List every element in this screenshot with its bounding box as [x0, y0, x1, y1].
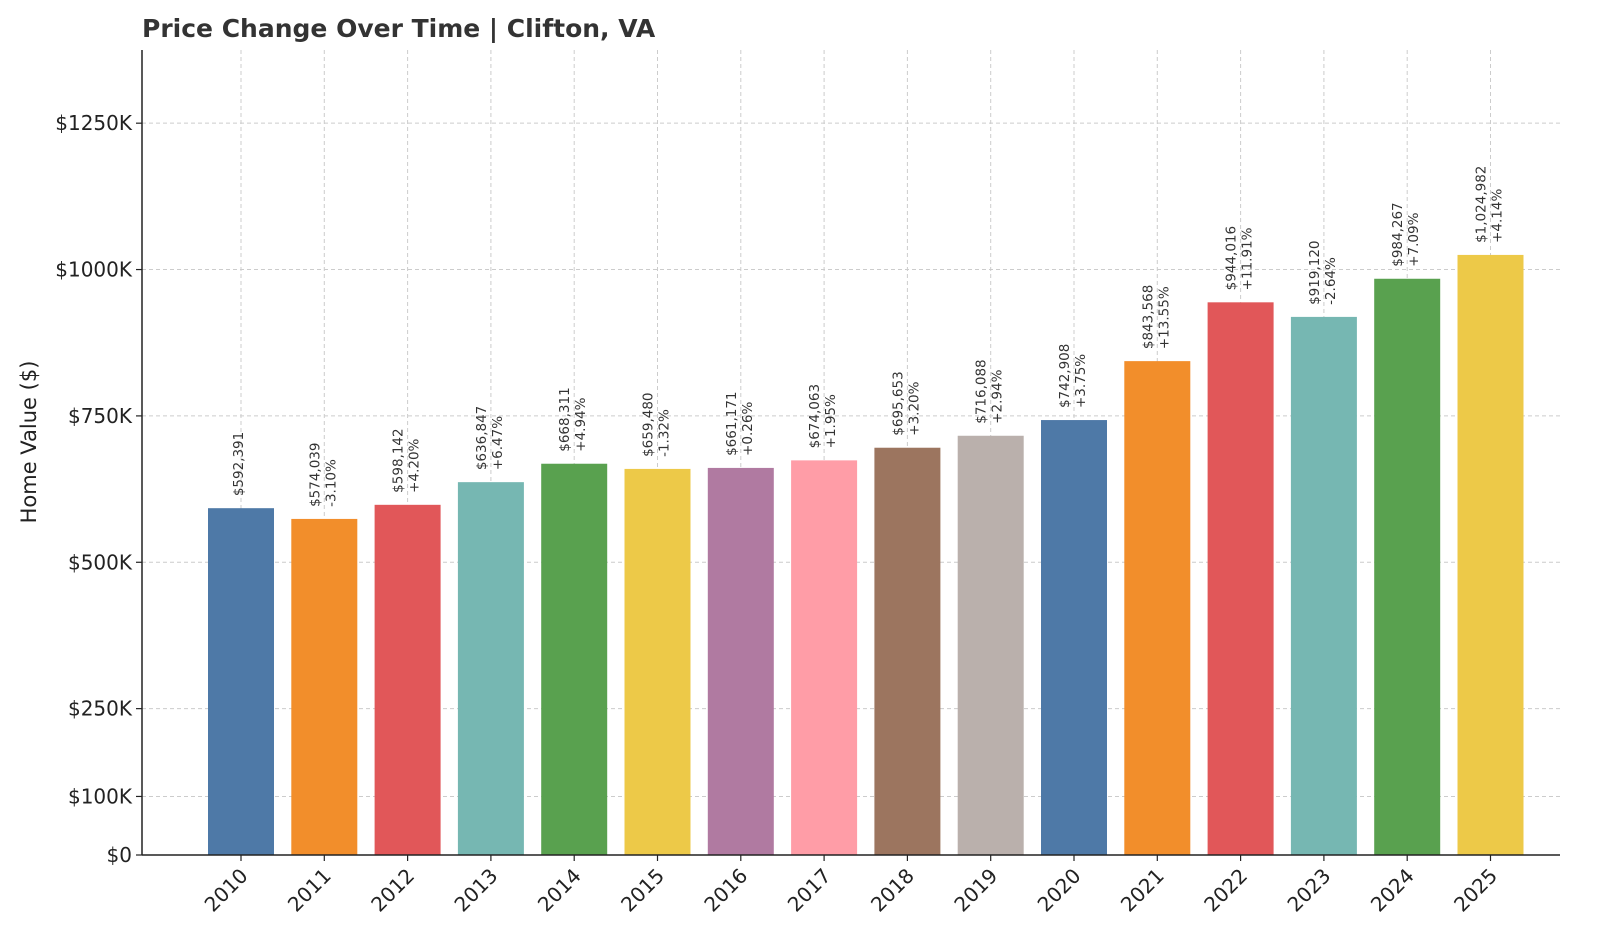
bar-change-label: +4.14%	[1490, 189, 1506, 243]
x-tick-label: 2021	[1116, 864, 1169, 917]
bar-change-label: +11.91%	[1240, 227, 1256, 290]
bar-2017	[791, 460, 858, 855]
bar-change-label: +7.09%	[1406, 212, 1422, 266]
y-tick-label: $100K	[68, 784, 133, 808]
bar-change-label: +1.95%	[823, 394, 839, 448]
bar-2016	[707, 467, 774, 855]
x-tick-label: 2012	[366, 864, 419, 917]
bar-2025	[1457, 254, 1524, 856]
x-tick-label: 2020	[1033, 864, 1086, 917]
x-tick-label: 2024	[1366, 864, 1419, 917]
bar-change-label: +3.20%	[906, 381, 922, 435]
bars	[208, 254, 1524, 856]
bar-value-label: $661,171	[724, 391, 740, 455]
x-tick-label: 2017	[783, 864, 836, 917]
x-tick-label: 2019	[949, 864, 1002, 917]
bar-labels: $592,391 $574,039 -3.10% $598,142 +4.20% $636…	[231, 166, 1506, 507]
bar-change-label: +6.47%	[490, 416, 506, 470]
y-tick-label: $250K	[68, 697, 133, 721]
bar-2018	[874, 447, 941, 855]
bar-value-label: $695,653	[890, 371, 906, 435]
bar-value-label: $674,063	[807, 384, 823, 448]
bar-value-label: $843,568	[1140, 285, 1156, 349]
bar-2014	[541, 463, 608, 855]
bar-change-label: -3.10%	[323, 459, 339, 507]
bar-2011	[291, 518, 358, 855]
bar-value-label: $636,847	[474, 406, 490, 470]
bar-2015	[624, 468, 691, 855]
bar-value-label: $984,267	[1390, 202, 1406, 266]
bar-value-label: $592,391	[231, 432, 247, 496]
bar-value-label: $668,311	[557, 387, 573, 451]
bar-2019	[957, 435, 1024, 855]
bar-value-label: $598,142	[391, 428, 407, 492]
x-tick-label: 2010	[200, 864, 253, 917]
bar-change-label: +13.55%	[1156, 286, 1172, 349]
x-tick-label: 2023	[1282, 864, 1335, 917]
chart-title: Price Change Over Time | Clifton, VA	[142, 14, 656, 43]
x-tick-label: 2011	[283, 864, 336, 917]
y-axis-title: Home Value ($)	[17, 361, 41, 524]
x-tick-label: 2016	[699, 864, 752, 917]
bar-change-label: +2.94%	[990, 369, 1006, 423]
y-tick-label: $1250K	[55, 111, 133, 135]
bar-2024	[1374, 278, 1441, 855]
x-tick-label: 2025	[1449, 864, 1502, 917]
bar-change-label: +3.75%	[1073, 354, 1089, 408]
bar-value-label: $1,024,982	[1474, 166, 1490, 243]
bar-2021	[1124, 361, 1191, 855]
y-tick-label: $1000K	[55, 258, 133, 282]
bar-change-label: +0.26%	[740, 402, 756, 456]
bar-change-label: +4.94%	[573, 397, 589, 451]
bar-value-label: $944,016	[1224, 226, 1240, 290]
x-tick-label: 2018	[866, 864, 919, 917]
bar-change-label: -2.64%	[1323, 257, 1339, 305]
bar-change-label: +4.20%	[407, 438, 423, 492]
y-tick-label: $750K	[68, 404, 133, 428]
bar-2022	[1207, 302, 1274, 855]
bar-2010	[208, 508, 274, 855]
bar-2020	[1041, 420, 1107, 855]
bar-2023	[1290, 316, 1357, 856]
x-tick-label: 2015	[616, 864, 669, 917]
y-tick-label: $500K	[68, 550, 133, 574]
bar-value-label: $659,480	[641, 392, 657, 456]
x-tick-label: 2022	[1199, 864, 1252, 917]
bar-2013	[457, 482, 524, 855]
bar-value-label: $919,120	[1307, 240, 1323, 304]
y-tick-label: $0	[107, 843, 132, 867]
x-tick-label: 2014	[533, 864, 586, 917]
bar-value-label: $716,088	[974, 359, 990, 423]
bar-value-label: $742,908	[1057, 344, 1073, 408]
x-tick-label: 2013	[449, 864, 502, 917]
bar-change-label: -1.32%	[657, 409, 673, 457]
bar-2012	[374, 504, 441, 855]
bar-value-label: $574,039	[307, 443, 323, 507]
